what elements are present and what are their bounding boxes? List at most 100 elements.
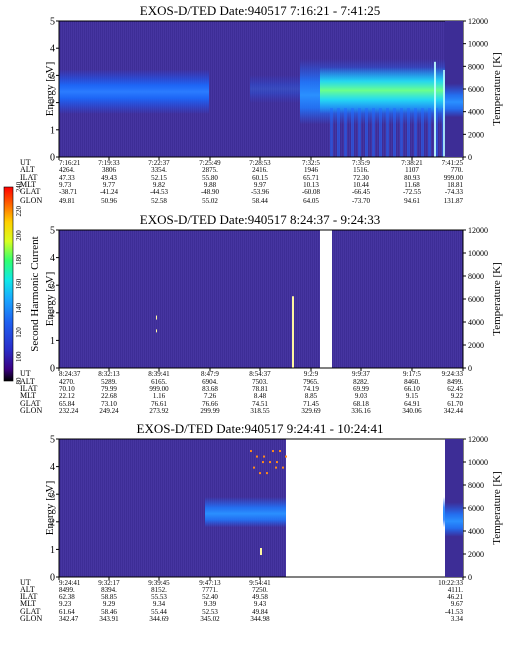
spectrogram-texture: [227, 230, 228, 368]
spectrogram-texture: [127, 439, 128, 577]
y-tick-label-right: 0: [468, 153, 472, 162]
table-cell-ilat: 52.40: [202, 593, 218, 601]
spectrogram-texture: [407, 230, 408, 368]
spectrogram-texture: [415, 230, 416, 368]
spectrogram-texture: [381, 230, 382, 368]
spectrogram-texture: [237, 21, 238, 157]
spectrogram-texture: [335, 230, 336, 368]
spectrogram-texture: [189, 230, 190, 368]
spectrogram-texture: [133, 439, 134, 577]
spectrogram-texture: [373, 230, 374, 368]
streak: [337, 108, 340, 157]
y-tick-label-right: 0: [468, 364, 472, 373]
spectrogram-texture: [129, 439, 130, 577]
spectrogram-texture: [433, 230, 434, 368]
table-cell-ilat: 49.43: [101, 174, 117, 182]
table-cell-ilat: 78.81: [252, 385, 268, 393]
streak: [421, 108, 424, 157]
table-cell-mlt: 9.73: [59, 181, 72, 189]
spectrogram-texture: [147, 230, 148, 368]
streak: [400, 108, 403, 157]
spectrogram-texture: [119, 230, 120, 368]
spectrogram-texture: [155, 230, 156, 368]
spectrogram-texture: [149, 230, 150, 368]
table-cell-glon: 58.44: [252, 197, 268, 205]
spectrogram-texture: [185, 439, 186, 577]
spectrogram-texture: [117, 230, 118, 368]
panel-2: EXOS-D/TED Date:940517 8:24:37 - 9:24:33…: [20, 212, 503, 415]
spectrogram-texture: [315, 230, 316, 368]
spectrogram-texture: [79, 439, 80, 577]
spectrogram-texture: [191, 230, 192, 368]
y-axis-label: Energy [eV]: [44, 272, 56, 326]
table-cell-glat: 52.53: [202, 608, 218, 616]
spectrogram-texture: [217, 230, 218, 368]
panel-3: EXOS-D/TED Date:940517 9:24:41 - 10:24:4…: [20, 421, 503, 623]
table-cell-alt: 7503.: [252, 378, 268, 386]
spectrogram-texture: [261, 230, 262, 368]
temperature-band: [445, 502, 463, 537]
spectrogram-texture: [107, 230, 108, 368]
table-cell-ilat: 58.85: [101, 593, 117, 601]
spectrogram-texture: [333, 230, 334, 368]
table-cell-glat: 76.66: [202, 400, 218, 408]
spectrogram-texture: [367, 230, 368, 368]
spectrogram-texture: [219, 230, 220, 368]
spectrogram-texture: [295, 230, 296, 368]
spectrogram-texture: [163, 439, 164, 577]
spectrogram-texture: [63, 439, 64, 577]
table-cell-glat: -72.55: [403, 188, 422, 196]
y-tick-label-right: 4000: [468, 318, 484, 327]
spectrogram-texture: [179, 230, 180, 368]
streak-bright: [443, 69, 445, 157]
speck: [285, 455, 287, 458]
spectrogram-texture: [85, 439, 86, 577]
row-label: MLT: [20, 391, 36, 400]
spectrogram-texture: [113, 230, 114, 368]
spectrogram-texture: [349, 230, 350, 368]
row-label: MLT: [20, 180, 36, 189]
y-axis-label-right: Temperature [K]: [491, 262, 503, 335]
spectrogram-texture: [201, 230, 202, 368]
temperature-band: [445, 83, 463, 118]
spectrogram-texture: [151, 439, 152, 577]
table-cell-ut: 8:24:37: [59, 370, 81, 378]
table-cell-glat: 49.84: [252, 608, 268, 616]
table-cell-ilat: 70.10: [59, 385, 75, 393]
spectrogram-texture: [243, 230, 244, 368]
spectrogram-texture: [159, 439, 160, 577]
y-tick-label: 1: [50, 125, 55, 136]
colorbar-tick-label: 220: [15, 206, 23, 217]
table-cell-glon: 52.58: [151, 197, 167, 205]
table-cell-alt: 6165.: [151, 378, 167, 386]
spectrogram-texture: [393, 230, 394, 368]
row-label: ILAT: [20, 384, 37, 393]
table-cell-ilat: 999.00: [444, 174, 464, 182]
table-cell-glat: -48.90: [201, 188, 220, 196]
spectrogram-texture: [135, 230, 136, 368]
spectrogram-texture: [121, 439, 122, 577]
spectrogram-texture: [235, 21, 236, 157]
y-tick-label-right: 10000: [468, 249, 488, 258]
spectrogram-texture: [237, 230, 238, 368]
y-axis-label-right: Temperature [K]: [491, 52, 503, 125]
y-tick-label: 0: [50, 573, 55, 584]
spectrogram-texture: [447, 230, 448, 368]
streak: [379, 108, 382, 157]
table-cell-mlt: 1.16: [153, 392, 166, 400]
spectrogram-texture: [205, 230, 206, 368]
table-cell-alt: 8394.: [101, 586, 117, 594]
spectrogram-texture: [77, 439, 78, 577]
colorbar-tick-label: 200: [15, 230, 23, 241]
y-tick-label-right: 4000: [468, 527, 484, 536]
band-low: [59, 69, 209, 114]
spectrogram-texture: [97, 439, 98, 577]
spectrogram-texture: [115, 230, 116, 368]
spike: [156, 315, 157, 320]
spectrogram-texture: [227, 21, 228, 157]
table-cell-mlt: 9.82: [153, 181, 166, 189]
table-cell-mlt: 8.48: [254, 392, 267, 400]
spectrogram-texture: [343, 230, 344, 368]
band-right: [205, 496, 286, 528]
